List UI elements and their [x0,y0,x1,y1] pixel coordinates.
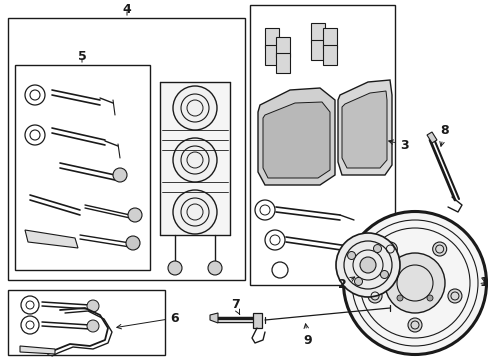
Bar [15,65,150,270]
Circle shape [87,300,99,312]
Polygon shape [20,346,55,354]
Polygon shape [341,91,386,168]
Circle shape [342,211,486,355]
Text: 4: 4 [122,3,131,15]
Circle shape [380,270,387,279]
Circle shape [432,242,446,256]
Circle shape [207,261,222,275]
Circle shape [447,289,461,303]
Polygon shape [426,132,436,143]
Circle shape [168,261,182,275]
Bar [8,18,244,280]
Circle shape [426,295,432,301]
Text: 5: 5 [78,50,86,63]
Circle shape [347,252,355,260]
Circle shape [354,278,362,285]
Polygon shape [323,45,336,65]
Text: 1: 1 [479,275,488,288]
Circle shape [173,138,217,182]
Circle shape [126,236,140,250]
Text: 2: 2 [337,277,354,292]
Bar [249,5,394,285]
Polygon shape [275,53,289,73]
Text: 6: 6 [117,311,179,329]
Polygon shape [160,82,229,235]
Text: 8: 8 [439,123,448,146]
Polygon shape [209,313,218,323]
Circle shape [335,233,399,297]
Bar [8,290,164,355]
Polygon shape [252,313,262,328]
Polygon shape [25,230,78,248]
Polygon shape [310,40,325,60]
Polygon shape [258,88,334,185]
Circle shape [173,86,217,130]
Polygon shape [310,23,325,43]
Polygon shape [275,37,289,57]
Circle shape [367,289,381,303]
Circle shape [373,244,381,253]
Text: 3: 3 [388,139,408,152]
Circle shape [173,190,217,234]
Polygon shape [264,28,279,48]
Circle shape [384,253,444,313]
Circle shape [407,318,421,332]
Text: 9: 9 [303,324,312,346]
Polygon shape [264,45,279,65]
Circle shape [359,257,375,273]
Text: 7: 7 [230,298,239,314]
Circle shape [87,320,99,332]
Polygon shape [263,102,329,178]
Circle shape [396,295,402,301]
Circle shape [383,242,397,256]
Polygon shape [323,28,336,48]
Circle shape [113,168,127,182]
Circle shape [128,208,142,222]
Polygon shape [337,80,391,175]
